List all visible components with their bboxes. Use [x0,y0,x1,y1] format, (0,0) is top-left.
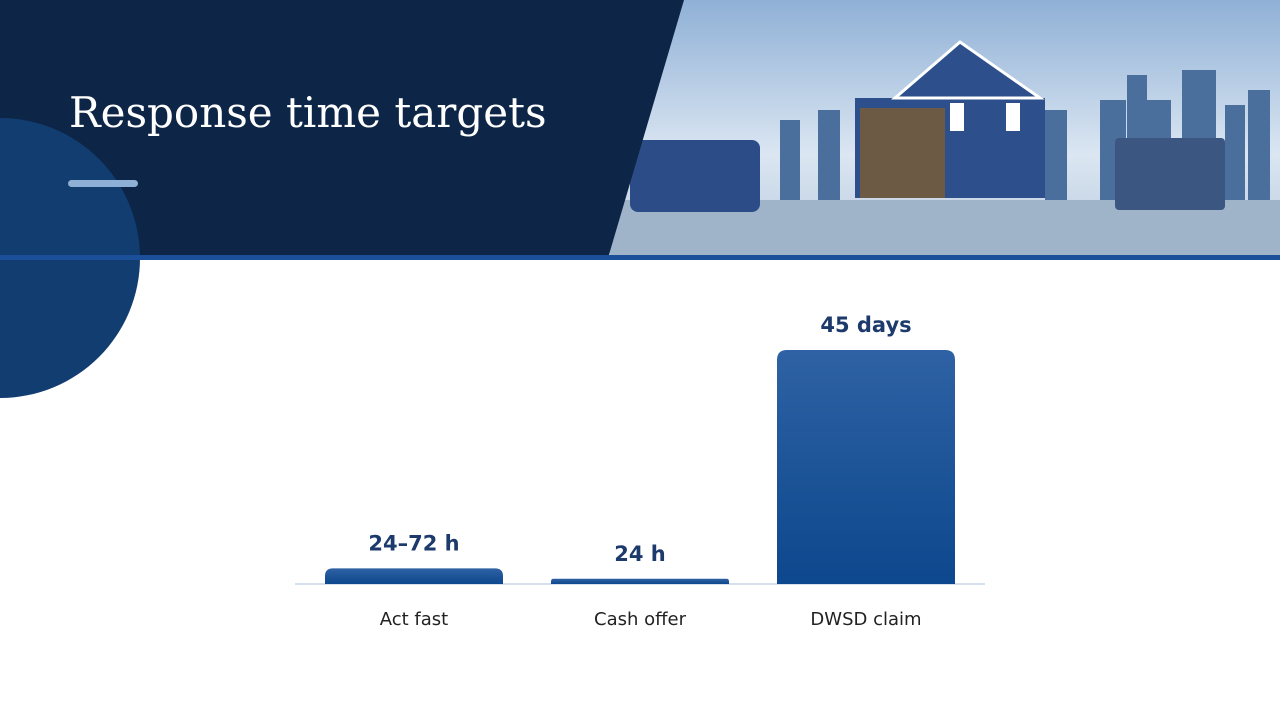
x-tick-label: DWSD claim [810,609,921,630]
truck [1115,138,1225,210]
title-accent [68,180,138,187]
header: Response time targets [0,0,1280,398]
header-panel [0,0,684,258]
bar [777,350,955,584]
header-rule [0,255,1280,260]
value-label: 24–72 h [368,531,459,555]
value-label: 24 h [614,542,666,566]
van [630,140,760,212]
value-label: 45 days [820,313,911,337]
bar [325,568,503,584]
chart-title: Response time targets [69,88,547,137]
house [855,40,1045,198]
plot: 24–72 h Act fast 24 h Cash offer 45 days DWSD… [295,313,985,630]
x-tick-label: Cash offer [594,609,687,630]
bar [551,578,729,584]
x-tick-label: Act fast [380,609,448,630]
